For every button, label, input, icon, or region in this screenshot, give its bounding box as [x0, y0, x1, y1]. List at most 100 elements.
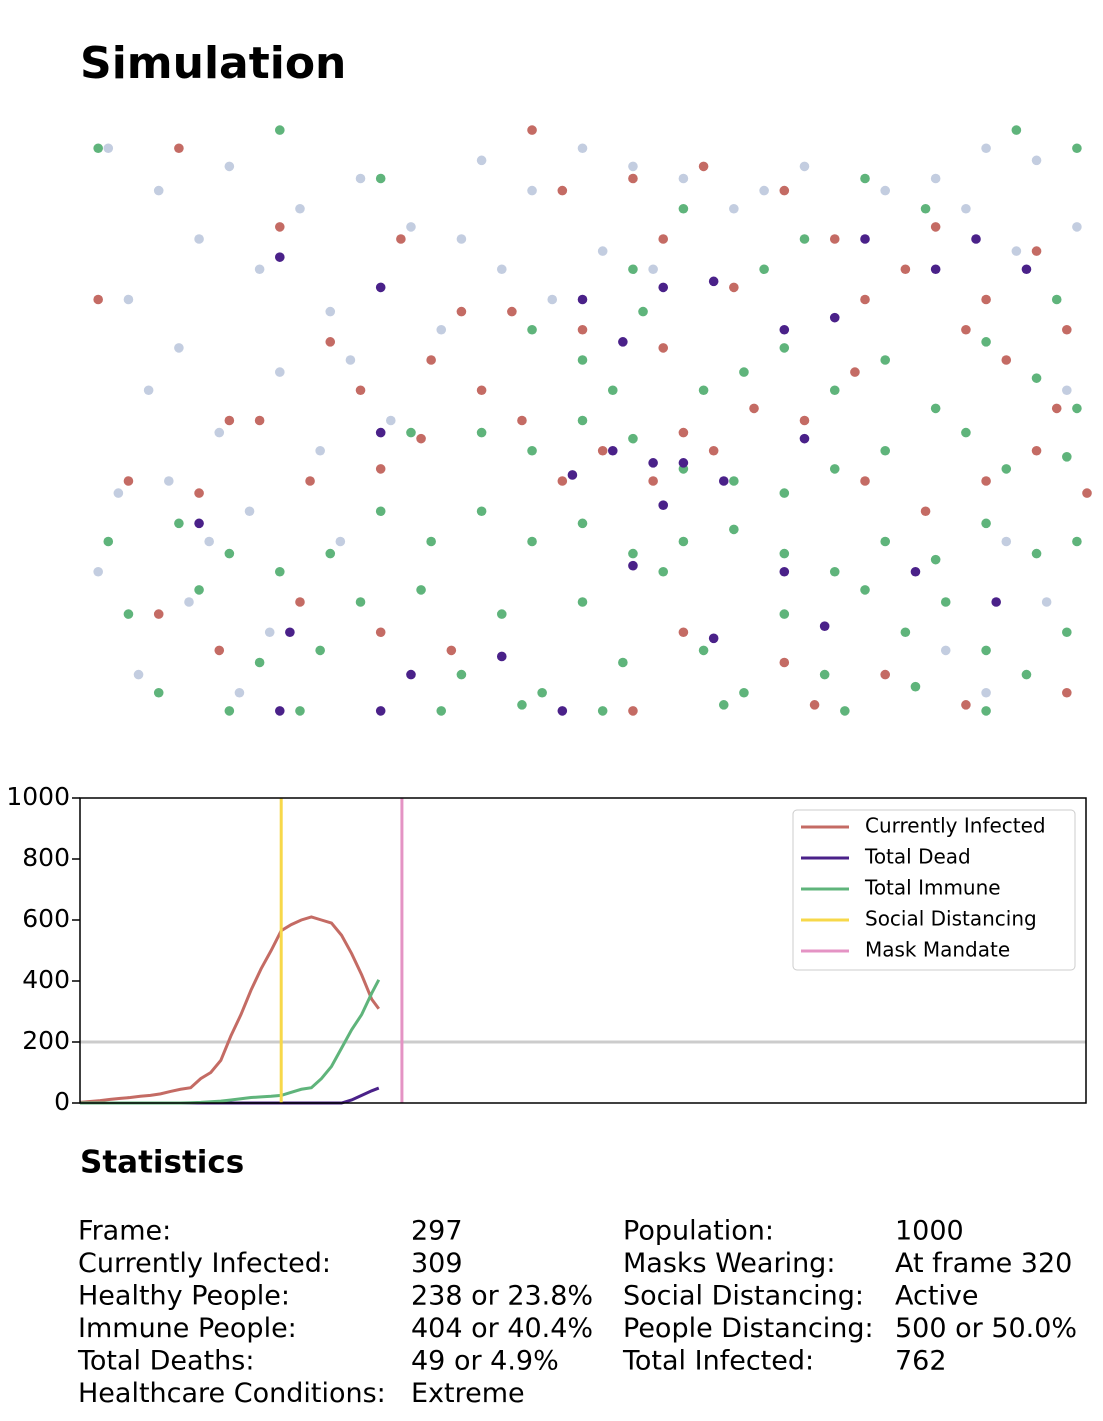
point [1062, 627, 1072, 638]
point [93, 143, 103, 154]
point [779, 609, 790, 619]
point [1072, 143, 1082, 154]
point [1021, 264, 1032, 275]
point [678, 536, 689, 547]
point [1072, 536, 1082, 547]
point [658, 500, 669, 511]
point [1041, 597, 1052, 607]
point [799, 234, 810, 244]
point [426, 536, 436, 547]
legend-label: Total Dead [864, 845, 971, 869]
point [557, 476, 568, 486]
point [930, 173, 941, 184]
point [577, 324, 588, 335]
point [295, 203, 305, 214]
point [406, 222, 416, 232]
point [325, 548, 336, 559]
point [123, 294, 134, 305]
point [981, 518, 991, 529]
stat-label: Social Distancing: [623, 1281, 864, 1312]
point [396, 234, 406, 244]
point [577, 597, 588, 607]
point [860, 585, 870, 595]
point [920, 203, 931, 214]
stat-label: Frame: [78, 1216, 171, 1247]
point [880, 355, 890, 365]
point [678, 173, 689, 184]
point [133, 669, 144, 680]
point [678, 203, 689, 214]
legend-label: Social Distancing [865, 907, 1037, 931]
point [254, 415, 265, 426]
point [708, 445, 719, 456]
point [628, 173, 638, 184]
point [981, 645, 991, 656]
point [729, 282, 739, 293]
point [628, 433, 638, 444]
point [123, 609, 134, 619]
point [860, 294, 870, 305]
point [113, 488, 124, 498]
stat-value: Extreme [411, 1378, 525, 1409]
point [275, 367, 285, 377]
point [537, 687, 547, 698]
stat-value: 1000 [895, 1216, 964, 1247]
point [456, 669, 467, 680]
point [910, 681, 921, 692]
stat-label: People Distancing: [623, 1313, 874, 1344]
point [456, 306, 467, 317]
point [648, 458, 658, 468]
point [860, 234, 870, 244]
point [93, 294, 103, 305]
point [375, 506, 386, 517]
point [375, 706, 386, 716]
point [264, 627, 275, 638]
stat-value: 762 [895, 1346, 947, 1377]
stat-label: Masks Wearing: [623, 1248, 835, 1279]
stat-label: Population: [623, 1216, 774, 1247]
stat-value: 500 or 50.0% [895, 1313, 1077, 1344]
point [1072, 222, 1082, 232]
point [375, 627, 386, 638]
point [749, 403, 759, 414]
point [799, 161, 810, 172]
line [79, 915, 380, 1104]
point [981, 476, 991, 486]
point [799, 415, 810, 426]
point [981, 687, 991, 698]
legend-label: Total Immune [864, 876, 1001, 900]
point [507, 306, 517, 317]
point [174, 143, 184, 154]
point [527, 324, 537, 335]
point [900, 627, 911, 638]
point [164, 476, 174, 486]
point [759, 264, 769, 275]
point [275, 252, 285, 262]
point [930, 554, 941, 565]
point [809, 700, 820, 710]
point [194, 234, 204, 244]
point [698, 385, 709, 396]
y-tick-label: 800 [22, 843, 70, 872]
point [103, 536, 114, 547]
point [880, 185, 890, 196]
point [628, 548, 638, 559]
point [971, 234, 981, 244]
stats-title: Statistics [80, 1145, 244, 1181]
point [981, 706, 991, 716]
point [527, 185, 537, 196]
point [123, 476, 134, 486]
point [406, 427, 416, 438]
point [1031, 246, 1042, 256]
point [1031, 373, 1042, 383]
point [375, 282, 386, 293]
point [597, 706, 608, 716]
stat-label: Immune People: [78, 1313, 297, 1344]
stat-value: 49 or 4.9% [411, 1346, 559, 1377]
point [1021, 669, 1032, 680]
point [244, 506, 255, 517]
point [275, 566, 285, 577]
point [224, 415, 235, 426]
stat-value: 297 [411, 1216, 463, 1247]
